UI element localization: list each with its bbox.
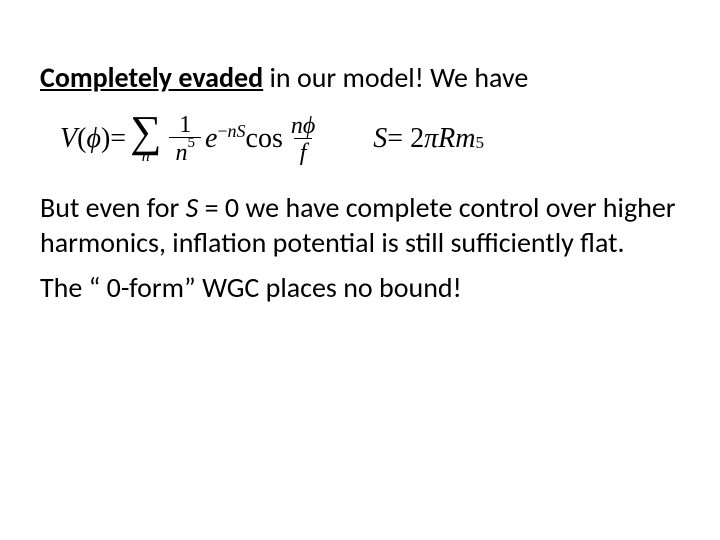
sum-symbol: ∑	[130, 113, 161, 150]
frac-den-f: f	[294, 138, 313, 165]
sym-S-inline: S	[186, 190, 199, 225]
sym-pi: π	[424, 123, 438, 155]
exp-minus-nS: −nS	[217, 121, 245, 142]
body-paragraph-1: But even for S = 0 we have complete cont…	[40, 190, 680, 260]
cos: cos	[246, 123, 283, 155]
frac-num: 1	[175, 113, 195, 137]
sym-m: m	[455, 123, 475, 155]
equation-row: V(ϕ) = ∑ n 1 n5 e−nS cos nϕ f S = 2πRm5	[60, 113, 680, 165]
action-equation: S = 2πRm5	[373, 123, 484, 155]
sym-phi: ϕ	[86, 123, 101, 155]
body-paragraph-2: The “ 0-form” WGC places no bound!	[40, 270, 680, 305]
sub-5: 5	[475, 133, 484, 153]
frac-den: n5	[169, 137, 201, 165]
sym-V: V	[60, 123, 77, 155]
sym-e: e	[205, 123, 217, 155]
potential-equation: V(ϕ) = ∑ n 1 n5 e−nS cos nϕ f	[60, 113, 323, 165]
sym-R: R	[438, 123, 455, 155]
sum-block: ∑ n	[130, 113, 161, 164]
eq-sign: =	[110, 123, 126, 155]
frac-one-over-n5: 1 n5	[169, 113, 201, 165]
heading-rest: in our model! We have	[263, 60, 528, 95]
eq-rhs: = 2	[387, 123, 424, 155]
sum-index: n	[142, 149, 150, 165]
sym-S: S	[373, 123, 387, 155]
frac-num-nphi: nϕ	[287, 114, 319, 138]
frac-nphi-over-f: nϕ f	[287, 114, 319, 165]
heading-line: Completely evaded in our model! We have	[40, 60, 680, 95]
heading-emphasis: Completely evaded	[40, 60, 263, 95]
